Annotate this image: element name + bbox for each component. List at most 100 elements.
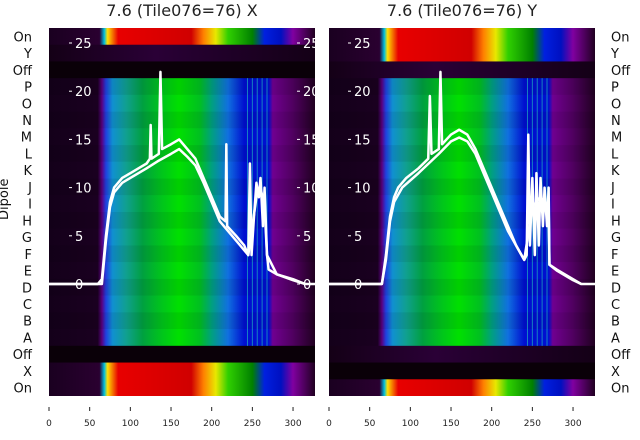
x-tick-label: 50 <box>364 419 376 429</box>
y-tick-label: 25 <box>75 37 92 52</box>
x-tick-label: 150 <box>442 419 459 429</box>
heatmap-row-main <box>49 161 315 180</box>
row-label: J <box>27 181 32 196</box>
row-label: H <box>22 214 32 229</box>
heatmap-row-main <box>329 195 595 213</box>
y-tick-label: 20 <box>303 85 320 100</box>
heatmap-row-main <box>329 245 595 263</box>
row-label: On <box>14 30 32 45</box>
y-tick-label: 20 <box>75 85 92 100</box>
y-tick-label: 15 <box>354 133 371 148</box>
x-tick-label: 0 <box>326 419 332 429</box>
row-shade <box>329 78 595 95</box>
heatmap-row-main <box>329 94 595 113</box>
heatmap-row-bright <box>329 28 595 46</box>
x-tick-label: 250 <box>524 419 541 429</box>
row-label: E <box>24 265 32 280</box>
row-shade <box>49 278 315 296</box>
row-label: X <box>23 365 32 380</box>
y-tick-label: 0 <box>303 278 311 293</box>
series-trace-2 <box>329 136 582 286</box>
row-label: D <box>611 281 621 296</box>
heatmap-row-main <box>329 278 595 297</box>
y-tick-label: 25 <box>354 37 371 52</box>
heatmap-row-main <box>329 161 595 180</box>
heatmap-row-main <box>49 329 315 347</box>
series-trace-2 <box>49 147 306 286</box>
heatmap-row-black <box>329 362 595 380</box>
row-label: H <box>611 214 621 229</box>
y-tick-label: 10 <box>303 182 320 197</box>
heatmap-row-bright <box>49 362 315 380</box>
row-label: Y <box>610 47 619 62</box>
panel-title: 7.6 (Tile076=76) X <box>106 1 257 20</box>
x-tick-label: 150 <box>162 419 179 429</box>
row-label: J <box>610 181 615 196</box>
heatmap-row-main <box>329 262 595 280</box>
row-label: B <box>611 315 620 330</box>
y-tick-label: 15 <box>303 133 320 148</box>
heatmap-row-main <box>49 228 315 246</box>
row-shade <box>49 111 315 129</box>
heatmap-row-dark <box>49 44 315 62</box>
row-label: On <box>611 30 629 45</box>
heatmap-row-main <box>49 128 315 146</box>
row-label: I <box>611 198 615 213</box>
heatmap-row-dark <box>329 61 595 79</box>
row-label: N <box>22 114 32 129</box>
series-trace-1 <box>329 70 595 286</box>
heatmap-row-main <box>329 329 595 347</box>
x-tick-label: 0 <box>46 419 52 429</box>
heatmap-row-main <box>49 295 315 313</box>
row-label: Off <box>13 64 33 79</box>
row-label: P <box>611 81 619 96</box>
x-tick-label: 200 <box>483 419 500 429</box>
x-tick-label: 300 <box>284 419 301 429</box>
row-label: E <box>611 265 619 280</box>
y-tick-label: 5 <box>354 230 362 245</box>
heatmap-row-main <box>49 278 315 297</box>
heatmap-row-black <box>49 61 315 79</box>
row-label: M <box>611 131 622 146</box>
heatmap-row-bright <box>329 379 595 396</box>
heatmap-row-main <box>49 195 315 213</box>
x-tick-label: 100 <box>402 419 419 429</box>
row-label: L <box>611 147 619 162</box>
panel-y: 7.6 (Tile076=76) Y 0 5 10 15 20 25 On Y Off PONM… <box>326 1 631 429</box>
row-label: L <box>25 147 33 162</box>
row-label: G <box>611 231 621 246</box>
row-shade <box>329 278 595 296</box>
row-label: F <box>25 248 32 263</box>
x-tick-label: 250 <box>244 419 261 429</box>
row-label: M <box>21 131 32 146</box>
x-tick-label: 300 <box>564 419 581 429</box>
row-label: K <box>611 164 620 179</box>
row-label: On <box>14 382 32 397</box>
y-tick-label: 25 <box>303 37 320 52</box>
row-label: Off <box>611 64 631 79</box>
y-tick-label: 15 <box>75 133 92 148</box>
heatmap-row-dark <box>329 345 595 364</box>
row-label: A <box>611 331 620 346</box>
heatmap-row-main <box>329 295 595 313</box>
row-label: K <box>23 164 32 179</box>
row-label: Off <box>611 348 631 363</box>
y-tick-label: 10 <box>354 182 371 197</box>
heatmap-row-bright <box>329 44 595 62</box>
x-tick-label: 50 <box>84 419 96 429</box>
y-tick-label: 5 <box>75 230 83 245</box>
heatmap-row-bright <box>49 28 315 46</box>
row-label: Y <box>23 47 32 62</box>
series-trace-1 <box>49 70 315 286</box>
row-shade <box>49 312 315 330</box>
heatmap-row-main <box>329 228 595 246</box>
x-tick-label: 200 <box>203 419 220 429</box>
row-shade <box>329 111 595 129</box>
heatmap-row-main <box>49 145 315 163</box>
row-label: On <box>611 382 629 397</box>
y-tick-label: 0 <box>354 278 362 293</box>
heatmap-row-main <box>49 262 315 280</box>
heatmap-row-main <box>329 312 595 330</box>
y-tick-label: 0 <box>75 278 83 293</box>
